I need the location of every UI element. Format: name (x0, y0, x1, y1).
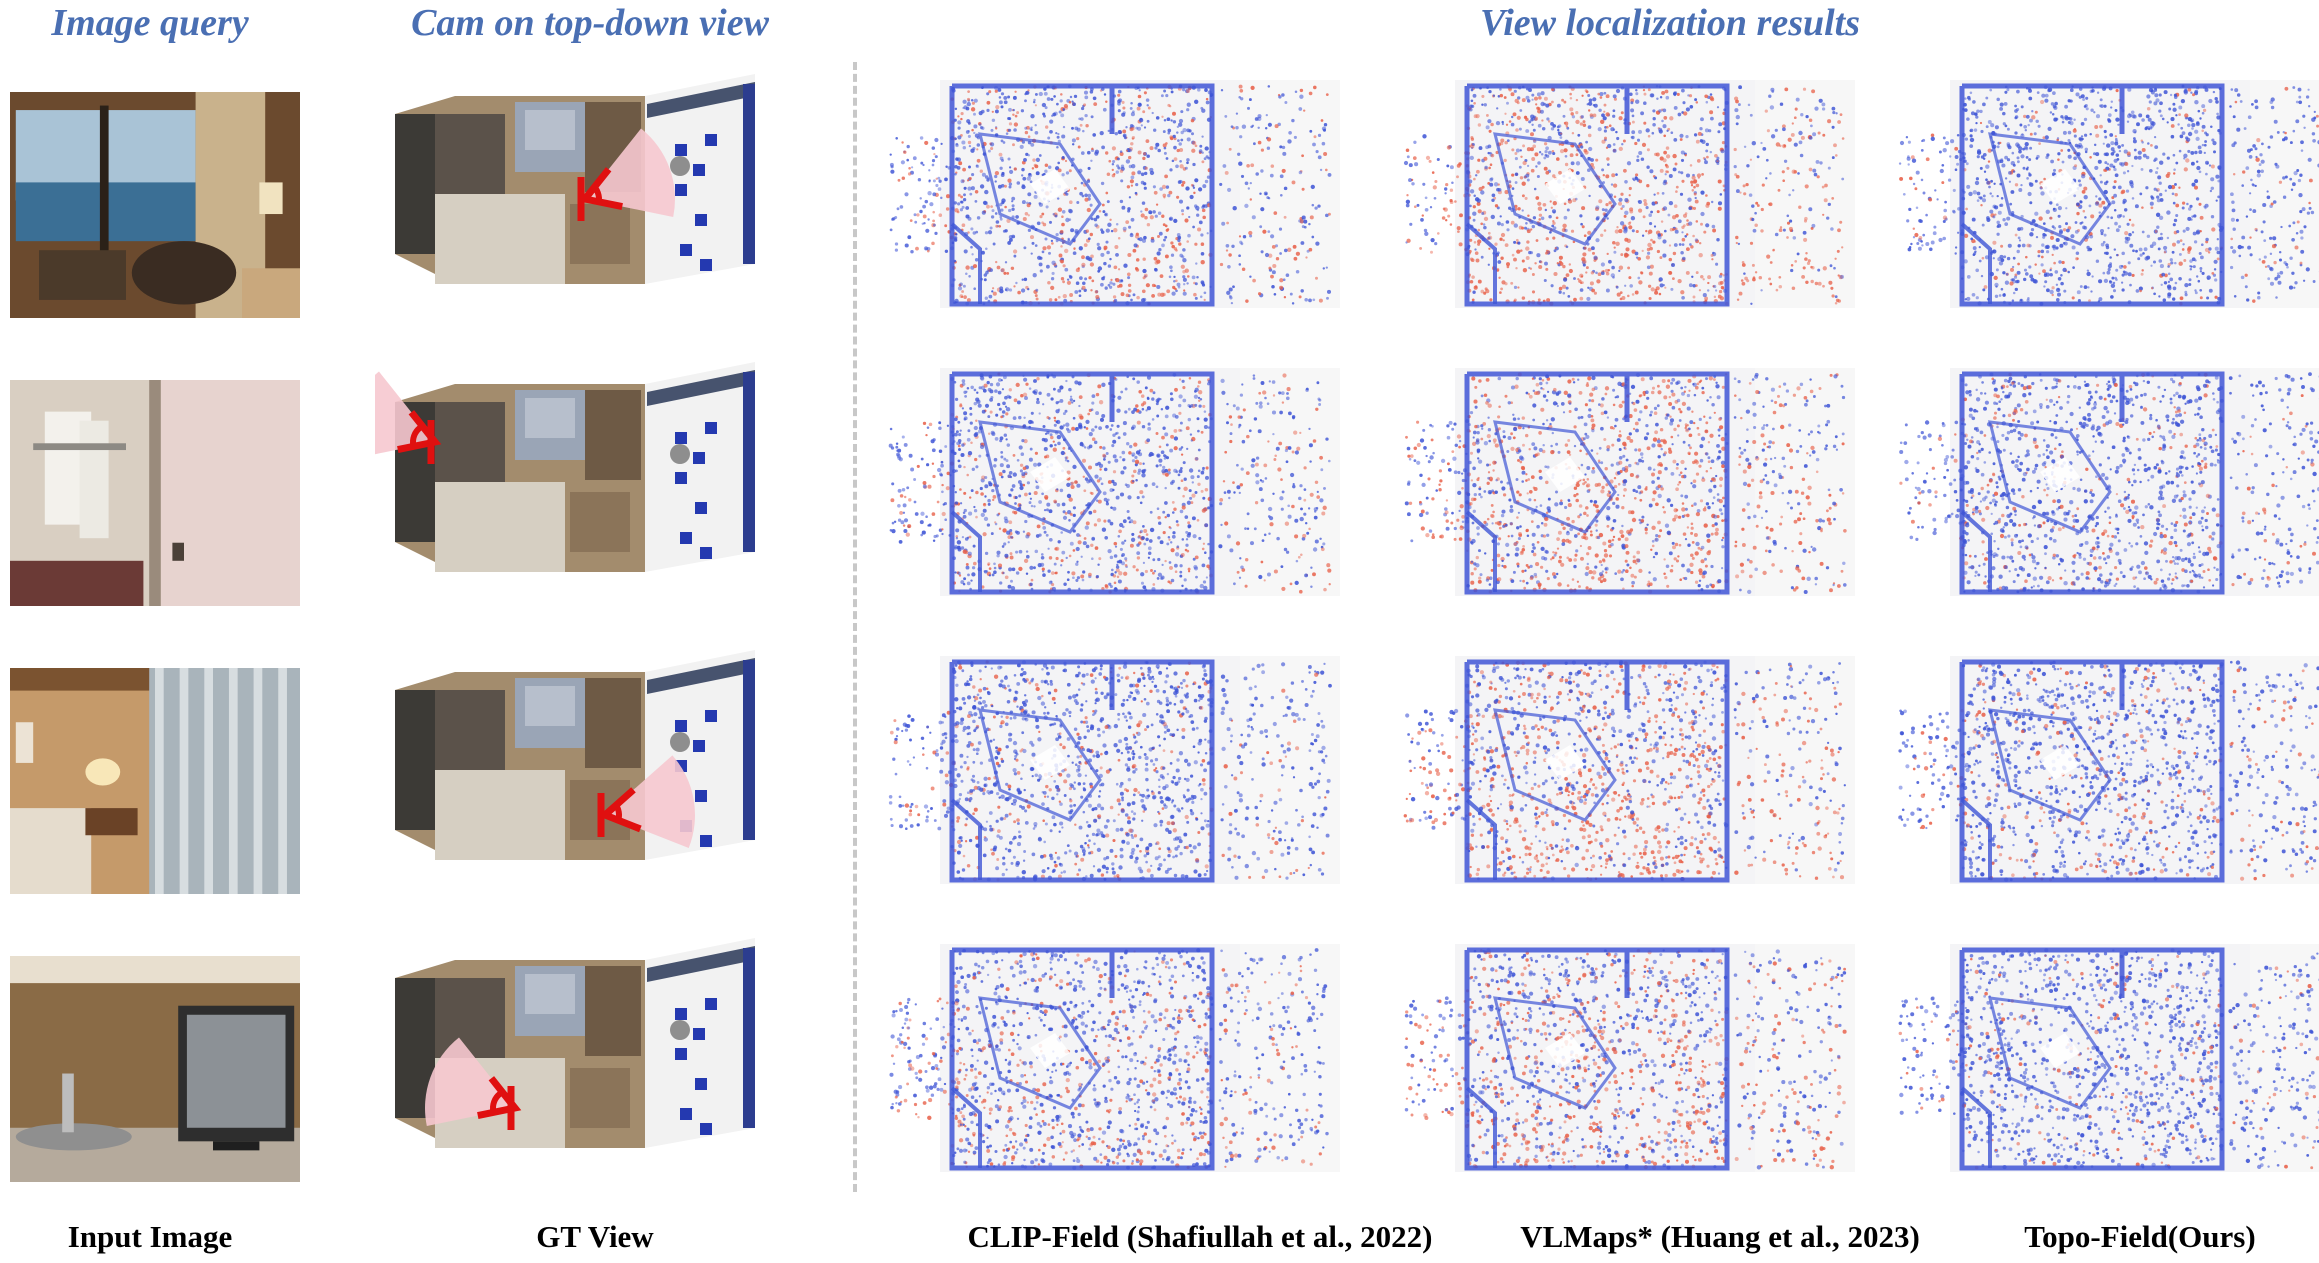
caption-clip-field: CLIP-Field (Shafiullah et al., 2022) (967, 1219, 1433, 1254)
query-photo-4 (10, 956, 300, 1182)
header-view-localization: View localization results (1479, 2, 1861, 44)
dashed-divider (853, 62, 857, 1192)
query-photo-3 (10, 668, 300, 894)
header-image-query: Image query (51, 2, 249, 44)
clip-field-pointmap-1 (880, 74, 1400, 334)
caption-input-image: Input Image (67, 1219, 233, 1254)
caption-topo-field: Topo-Field(Ours) (2024, 1219, 2256, 1254)
topo-field-pointmap-1 (1890, 74, 2319, 334)
gt-topdown-map-3 (375, 650, 765, 890)
topo-field-pointmap-3 (1890, 650, 2319, 910)
vlmaps-pointmap-1 (1395, 74, 1915, 334)
clip-field-pointmap-4 (880, 938, 1400, 1198)
clip-field-pointmap-3 (880, 650, 1400, 910)
gt-topdown-map-1 (375, 74, 765, 314)
topo-field-pointmap-4 (1890, 938, 2319, 1198)
clip-field-pointmap-2 (880, 362, 1400, 622)
query-photo-2 (10, 380, 300, 606)
caption-gt-view: GT View (536, 1219, 654, 1254)
vlmaps-pointmap-4 (1395, 938, 1915, 1198)
caption-vlmaps: VLMaps* (Huang et al., 2023) (1520, 1219, 1920, 1254)
vlmaps-pointmap-2 (1395, 362, 1915, 622)
vlmaps-pointmap-3 (1395, 650, 1915, 910)
topo-field-pointmap-2 (1890, 362, 2319, 622)
gt-topdown-map-2 (375, 362, 765, 602)
query-photo-1 (10, 92, 300, 318)
gt-topdown-map-4 (375, 938, 765, 1178)
header-cam-topdown: Cam on top-down view (411, 2, 769, 44)
